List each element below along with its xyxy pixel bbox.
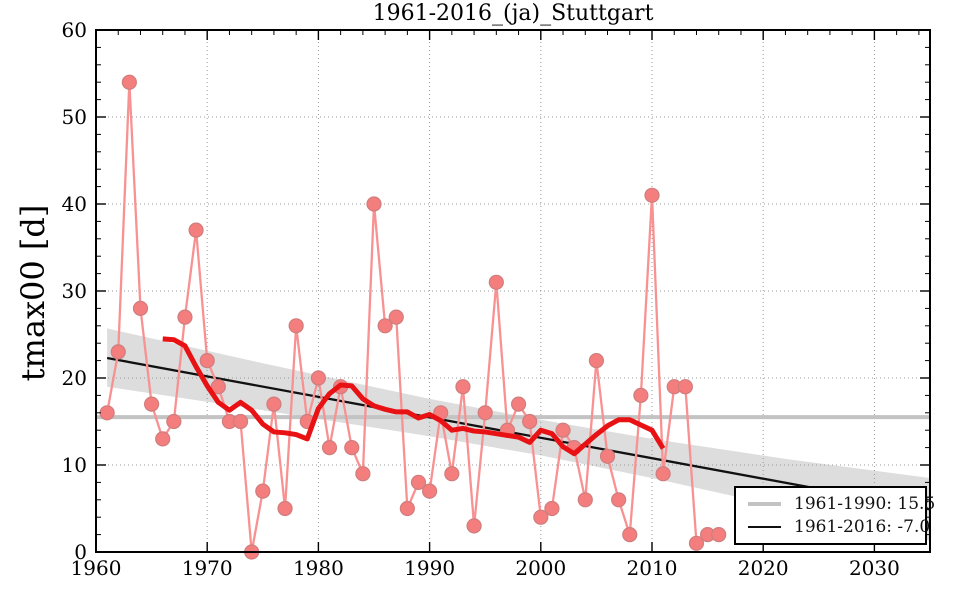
y-tick-label: 40: [62, 192, 87, 216]
data-point-marker: [488, 274, 504, 290]
x-tick-label: 1960: [71, 556, 122, 580]
data-point-marker: [155, 431, 171, 447]
data-point-marker: [344, 440, 360, 456]
data-point-marker: [132, 300, 149, 316]
trend-line-swatch: [748, 526, 781, 528]
data-point-marker: [677, 379, 693, 395]
y-tick-label: 20: [62, 366, 87, 390]
data-point-marker: [377, 318, 393, 334]
data-point-marker: [366, 196, 382, 212]
data-point-marker: [399, 500, 415, 517]
legend-label-trend: 1961-2016: -7.0: [794, 517, 931, 537]
data-point-marker: [555, 422, 571, 438]
data-point-marker: [255, 483, 271, 499]
data-point-marker: [321, 440, 338, 456]
data-point-marker: [477, 405, 493, 421]
data-point-marker: [711, 526, 727, 543]
data-point-marker: [522, 413, 538, 430]
data-point-marker: [210, 379, 226, 395]
data-point-marker: [144, 396, 160, 412]
y-tick-label: 10: [62, 453, 87, 477]
data-point-marker: [232, 413, 249, 430]
data-point-marker: [99, 405, 115, 421]
data-point-marker: [310, 370, 326, 386]
x-tick-label: 2030: [849, 556, 900, 580]
data-point-marker: [166, 413, 182, 430]
data-point-marker: [466, 518, 482, 534]
legend-item-trend: 1961-2016: -7.0: [748, 517, 930, 537]
data-point-marker: [188, 222, 204, 238]
data-point-marker: [533, 509, 549, 525]
data-point-marker: [277, 500, 293, 517]
data-point-marker: [110, 344, 126, 360]
data-point-marker: [455, 379, 471, 395]
y-tick-label: 0: [74, 540, 87, 564]
y-tick-label: 30: [62, 279, 87, 303]
data-point-marker: [655, 466, 671, 482]
data-point-marker: [622, 526, 638, 543]
x-tick-label: 2020: [738, 556, 789, 580]
data-point-marker: [388, 309, 404, 325]
smoothed-line: [162, 336, 666, 457]
data-point-marker: [422, 483, 438, 499]
data-point-marker: [355, 466, 371, 482]
data-point-marker: [611, 492, 627, 508]
chart-title: 1961-2016_(ja)_Stuttgart: [372, 1, 654, 26]
data-point-marker: [510, 396, 527, 412]
data-point-marker: [644, 187, 660, 203]
data-point-marker: [199, 353, 215, 369]
legend-item-mean: 1961-1990: 15.5: [748, 494, 935, 514]
data-point-marker: [688, 535, 705, 551]
legend: 1961-1990: 15.5 1961-2016: -7.0: [734, 486, 935, 545]
data-point-marker: [121, 74, 137, 90]
x-tick-label: 2010: [627, 556, 678, 580]
x-tick-label: 2000: [515, 556, 566, 580]
legend-label-mean: 1961-1990: 15.5: [794, 494, 936, 514]
data-point-marker: [588, 353, 605, 369]
data-point-marker: [444, 466, 460, 482]
data-point-marker: [177, 309, 193, 325]
data-point-marker: [410, 474, 427, 490]
trend-line: [106, 356, 931, 511]
y-axis-label: tmax00 [d]: [14, 204, 52, 382]
data-point-marker: [633, 387, 649, 403]
mean-line-swatch: [748, 502, 781, 506]
data-point-marker: [599, 448, 616, 464]
data-point-marker: [577, 492, 593, 508]
x-tick-label: 1990: [404, 556, 455, 580]
data-point-marker: [266, 396, 282, 412]
data-point-marker: [544, 500, 560, 517]
x-tick-label: 1980: [293, 556, 344, 580]
data-point-marker: [288, 318, 304, 334]
x-tick-label: 1970: [182, 556, 233, 580]
y-tick-label: 60: [62, 18, 87, 42]
y-tick-label: 50: [62, 105, 87, 129]
